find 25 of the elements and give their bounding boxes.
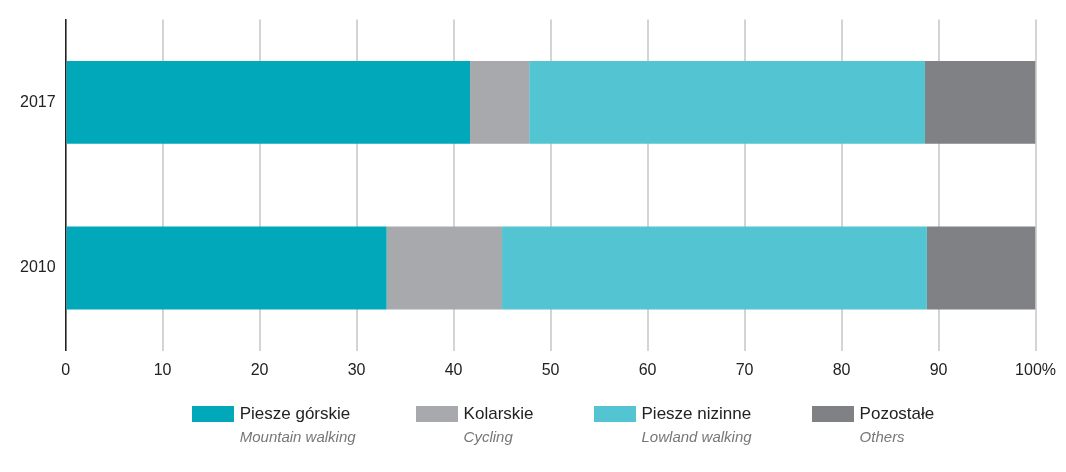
x-tick-label: 30 <box>347 360 366 378</box>
x-tick-label: 40 <box>444 360 463 378</box>
y-tick-label: 2017 <box>20 92 56 110</box>
bar <box>502 226 927 310</box>
x-tick-label: 90 <box>929 360 948 378</box>
bar <box>926 226 1036 310</box>
bar <box>66 226 387 310</box>
x-tick-label: 100% <box>1015 360 1056 378</box>
bar <box>529 61 925 144</box>
legend-label: Piesze nizinne Lowland walking <box>641 404 752 445</box>
x-tick-label: 80 <box>832 360 851 378</box>
x-tick-label: 20 <box>250 360 269 378</box>
bar <box>66 61 471 144</box>
x-tick-label: 60 <box>638 360 657 378</box>
y-tick-label: 2010 <box>20 258 56 276</box>
legend-label: Piesze górskie Mountain walking <box>239 404 356 445</box>
bar <box>470 61 530 144</box>
x-tick-label: 10 <box>153 360 172 378</box>
x-tick-label: 50 <box>541 360 560 378</box>
bar <box>386 226 503 310</box>
legend-label: Kolarskie Cycling <box>463 404 534 445</box>
legend-label: Pozostałe Others <box>859 404 935 445</box>
bar <box>924 61 1036 144</box>
x-tick-label: 0 <box>61 360 71 378</box>
x-tick-label: 70 <box>735 360 754 378</box>
